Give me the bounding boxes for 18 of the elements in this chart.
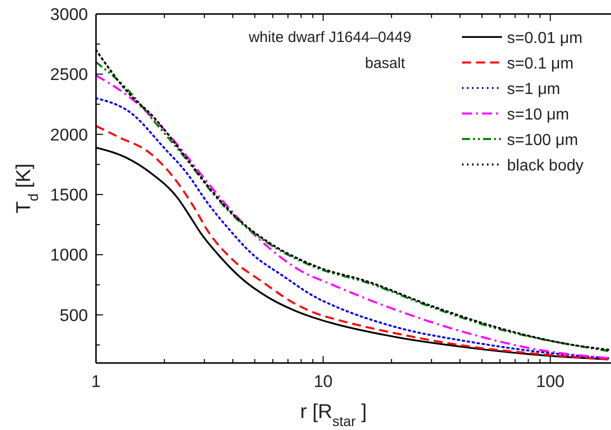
annotation: basalt — [364, 55, 406, 72]
x-tick-label: 100 — [536, 372, 564, 391]
annotation: white dwarf J1644–0449 — [248, 29, 412, 46]
legend-label: s=100 μm — [507, 132, 578, 149]
y-tick-label: 500 — [60, 306, 88, 325]
legend-label: black body — [507, 158, 584, 174]
legend-label: s=0.1 μm — [507, 56, 574, 72]
y-tick-label: 3000 — [50, 5, 88, 24]
legend-label: s=10 μm — [507, 106, 570, 124]
y-tick-label: 2500 — [50, 65, 88, 84]
y-tick-label: 2000 — [50, 125, 88, 144]
x-axis-title: r [R$_{star}$] — [300, 401, 367, 429]
y-tick-label: 1000 — [50, 246, 88, 265]
legend-label: s=0.01 μm — [507, 30, 582, 47]
legend-label: s=1 μm — [507, 81, 560, 98]
y-tick-label: 1500 — [50, 186, 88, 205]
x-tick-label: 1 — [91, 372, 101, 391]
x-tick-label: 10 — [314, 372, 333, 391]
